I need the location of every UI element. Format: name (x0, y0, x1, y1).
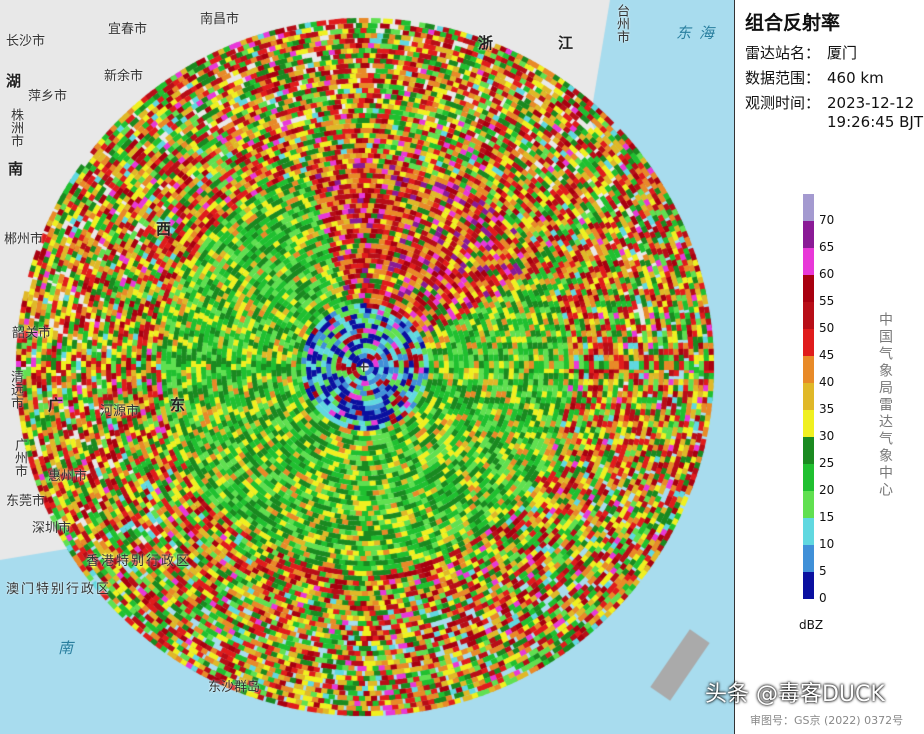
map-label: 西 (156, 220, 172, 238)
color-scale-segment (803, 329, 814, 356)
map-label: 香港特别行政区 (86, 554, 192, 569)
map-label: 东沙群岛 (208, 680, 261, 695)
color-scale (803, 194, 814, 599)
map-label: 惠州市 (48, 469, 88, 484)
map-label: 新余市 (104, 69, 144, 84)
color-scale-segment (803, 410, 814, 437)
color-scale-segment (803, 545, 814, 572)
obs-time: 19:26:45 BJT (827, 113, 924, 131)
map-label: 株洲市 (8, 108, 23, 147)
color-scale-segment (803, 518, 814, 545)
map-label: 南昌市 (200, 12, 240, 27)
map-label: 郴州市 (4, 232, 44, 247)
map-label: 清远市 (8, 370, 23, 409)
map-label: 河源市 (100, 404, 140, 419)
map-label: 宜春市 (108, 22, 148, 37)
info-panel: 组合反射率 雷达站名： 厦门 数据范围： 460 km 观测时间： 2023-12-1… (734, 0, 924, 734)
color-scale-unit: dBZ (799, 618, 824, 632)
color-scale-tick: 15 (819, 510, 835, 524)
color-scale-segment (803, 221, 814, 248)
map-label: 东莞市 (6, 494, 46, 509)
data-range: 460 km (827, 69, 884, 87)
color-scale-tick: 35 (819, 402, 835, 416)
color-scale-segment (803, 491, 814, 518)
color-scale-tick: 30 (819, 429, 835, 443)
map-label: 南 (8, 160, 24, 178)
watermark: 头条 @毒客DUCK (705, 682, 885, 707)
color-scale-tick: 65 (819, 240, 835, 254)
map-label: 广 (48, 396, 64, 414)
obs-date: 2023-12-12 (827, 94, 915, 112)
color-scale-tick: 20 (819, 483, 835, 497)
radar-reflectivity-layer (0, 0, 734, 734)
map-label: 韶关市 (12, 326, 52, 341)
color-scale-tick: 5 (819, 564, 827, 578)
time-row: 观测时间： 2023-12-12 (745, 94, 915, 112)
map-label: 长沙市 (6, 34, 46, 49)
map-label: 萍乡市 (28, 89, 68, 104)
color-scale-segment (803, 464, 814, 491)
color-scale-segment (803, 383, 814, 410)
sea-label: 南 (58, 639, 82, 657)
color-scale-tick: 70 (819, 213, 835, 227)
color-scale-segment (803, 194, 814, 221)
sea-label: 东海 (676, 24, 723, 42)
radar-map[interactable]: 长沙市 宜春市 南昌市 新余市 湖 萍乡市 株洲市 南 郴州市 韶关市 清远市 … (0, 0, 734, 734)
color-scale-segment (803, 572, 814, 599)
product-title: 组合反射率 (745, 12, 841, 34)
range-row: 数据范围： 460 km (745, 69, 884, 87)
color-scale-tick: 25 (819, 456, 835, 470)
station-row: 雷达站名： 厦门 (745, 44, 858, 62)
color-scale-segment (803, 356, 814, 383)
agency-credit: 中国气象局雷达气象中心 (877, 312, 893, 499)
color-scale-segment (803, 302, 814, 329)
map-label: 澳门特别行政区 (6, 582, 112, 597)
map-label: 广州市 (12, 438, 27, 477)
color-scale-tick: 10 (819, 537, 835, 551)
map-label: 浙 (478, 34, 494, 52)
map-label: 湖 (6, 72, 22, 90)
map-label: 台州市 (614, 4, 629, 43)
station-name: 厦门 (827, 44, 858, 62)
color-scale-segment (803, 248, 814, 275)
color-scale-tick: 40 (819, 375, 835, 389)
color-scale-tick: 60 (819, 267, 835, 281)
map-approval-number: 审图号：GS京 (2022) 0372号 (750, 714, 904, 727)
color-scale-tick: 50 (819, 321, 835, 335)
color-scale-tick: 0 (819, 591, 827, 605)
color-scale-tick: 45 (819, 348, 835, 362)
color-scale-segment (803, 437, 814, 464)
map-label: 江 (558, 34, 574, 52)
map-label: 深圳市 (32, 521, 72, 536)
color-scale-tick: 55 (819, 294, 835, 308)
map-label: 东 (170, 396, 186, 414)
radar-station-crosshair-icon: + (357, 357, 371, 376)
color-scale-segment (803, 275, 814, 302)
